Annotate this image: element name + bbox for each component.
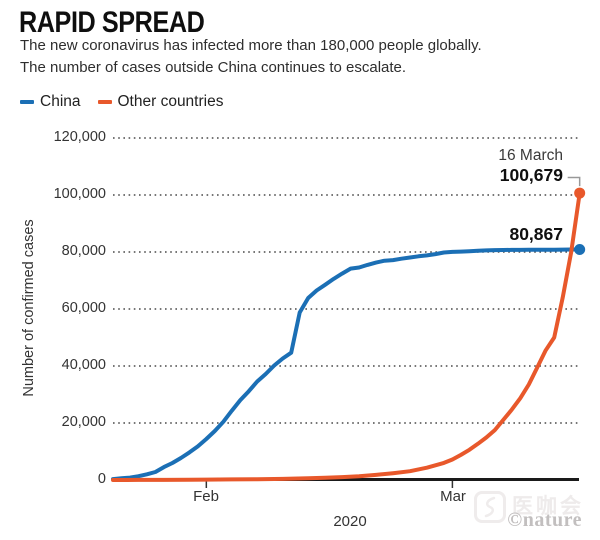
other-countries-swatch-icon [97, 100, 112, 104]
legend-label-other-countries: Other countries [117, 93, 224, 110]
y-tick-label-60000: 60,000 [61, 300, 106, 316]
chart-legend: China Other countries [20, 93, 223, 111]
x-tick-label-mar: Mar [440, 488, 466, 505]
annotation-china-value: 80,867 [509, 224, 563, 244]
y-tick-label-0: 0 [97, 471, 106, 487]
china-line [111, 247, 582, 482]
y-tick-label-20000: 20,000 [61, 414, 106, 430]
x-tick-label-feb: Feb [193, 488, 219, 505]
other-countries-line [111, 191, 582, 482]
subtitle-line-1: The new coronavirus has infected more th… [20, 37, 482, 54]
other-countries-endpoint-dot [574, 187, 586, 199]
page-title-text: RAPID SPREAD [19, 6, 205, 39]
y-tick-label-100000: 100,000 [53, 186, 106, 202]
annotation-date: 16 March [498, 147, 563, 164]
page-title: RAPID SPREAD [19, 6, 240, 40]
y-tick-label-40000: 40,000 [61, 357, 106, 373]
annotation-other-countries-value: 100,679 [499, 165, 563, 185]
legend-item-other-countries: Other countries [97, 93, 224, 111]
china-endpoint-dot [574, 244, 586, 256]
annotation-connector-line [567, 176, 581, 187]
y-tick-label-80000: 80,000 [61, 243, 106, 259]
legend-label-china: China [40, 93, 81, 110]
china-swatch-icon [20, 100, 34, 104]
y-tick-label-120000: 120,000 [53, 129, 106, 145]
x-axis-year-label: 2020 [333, 513, 367, 530]
subtitle-line-2: The number of cases outside China contin… [20, 59, 407, 76]
legend-item-china: China [20, 93, 81, 111]
